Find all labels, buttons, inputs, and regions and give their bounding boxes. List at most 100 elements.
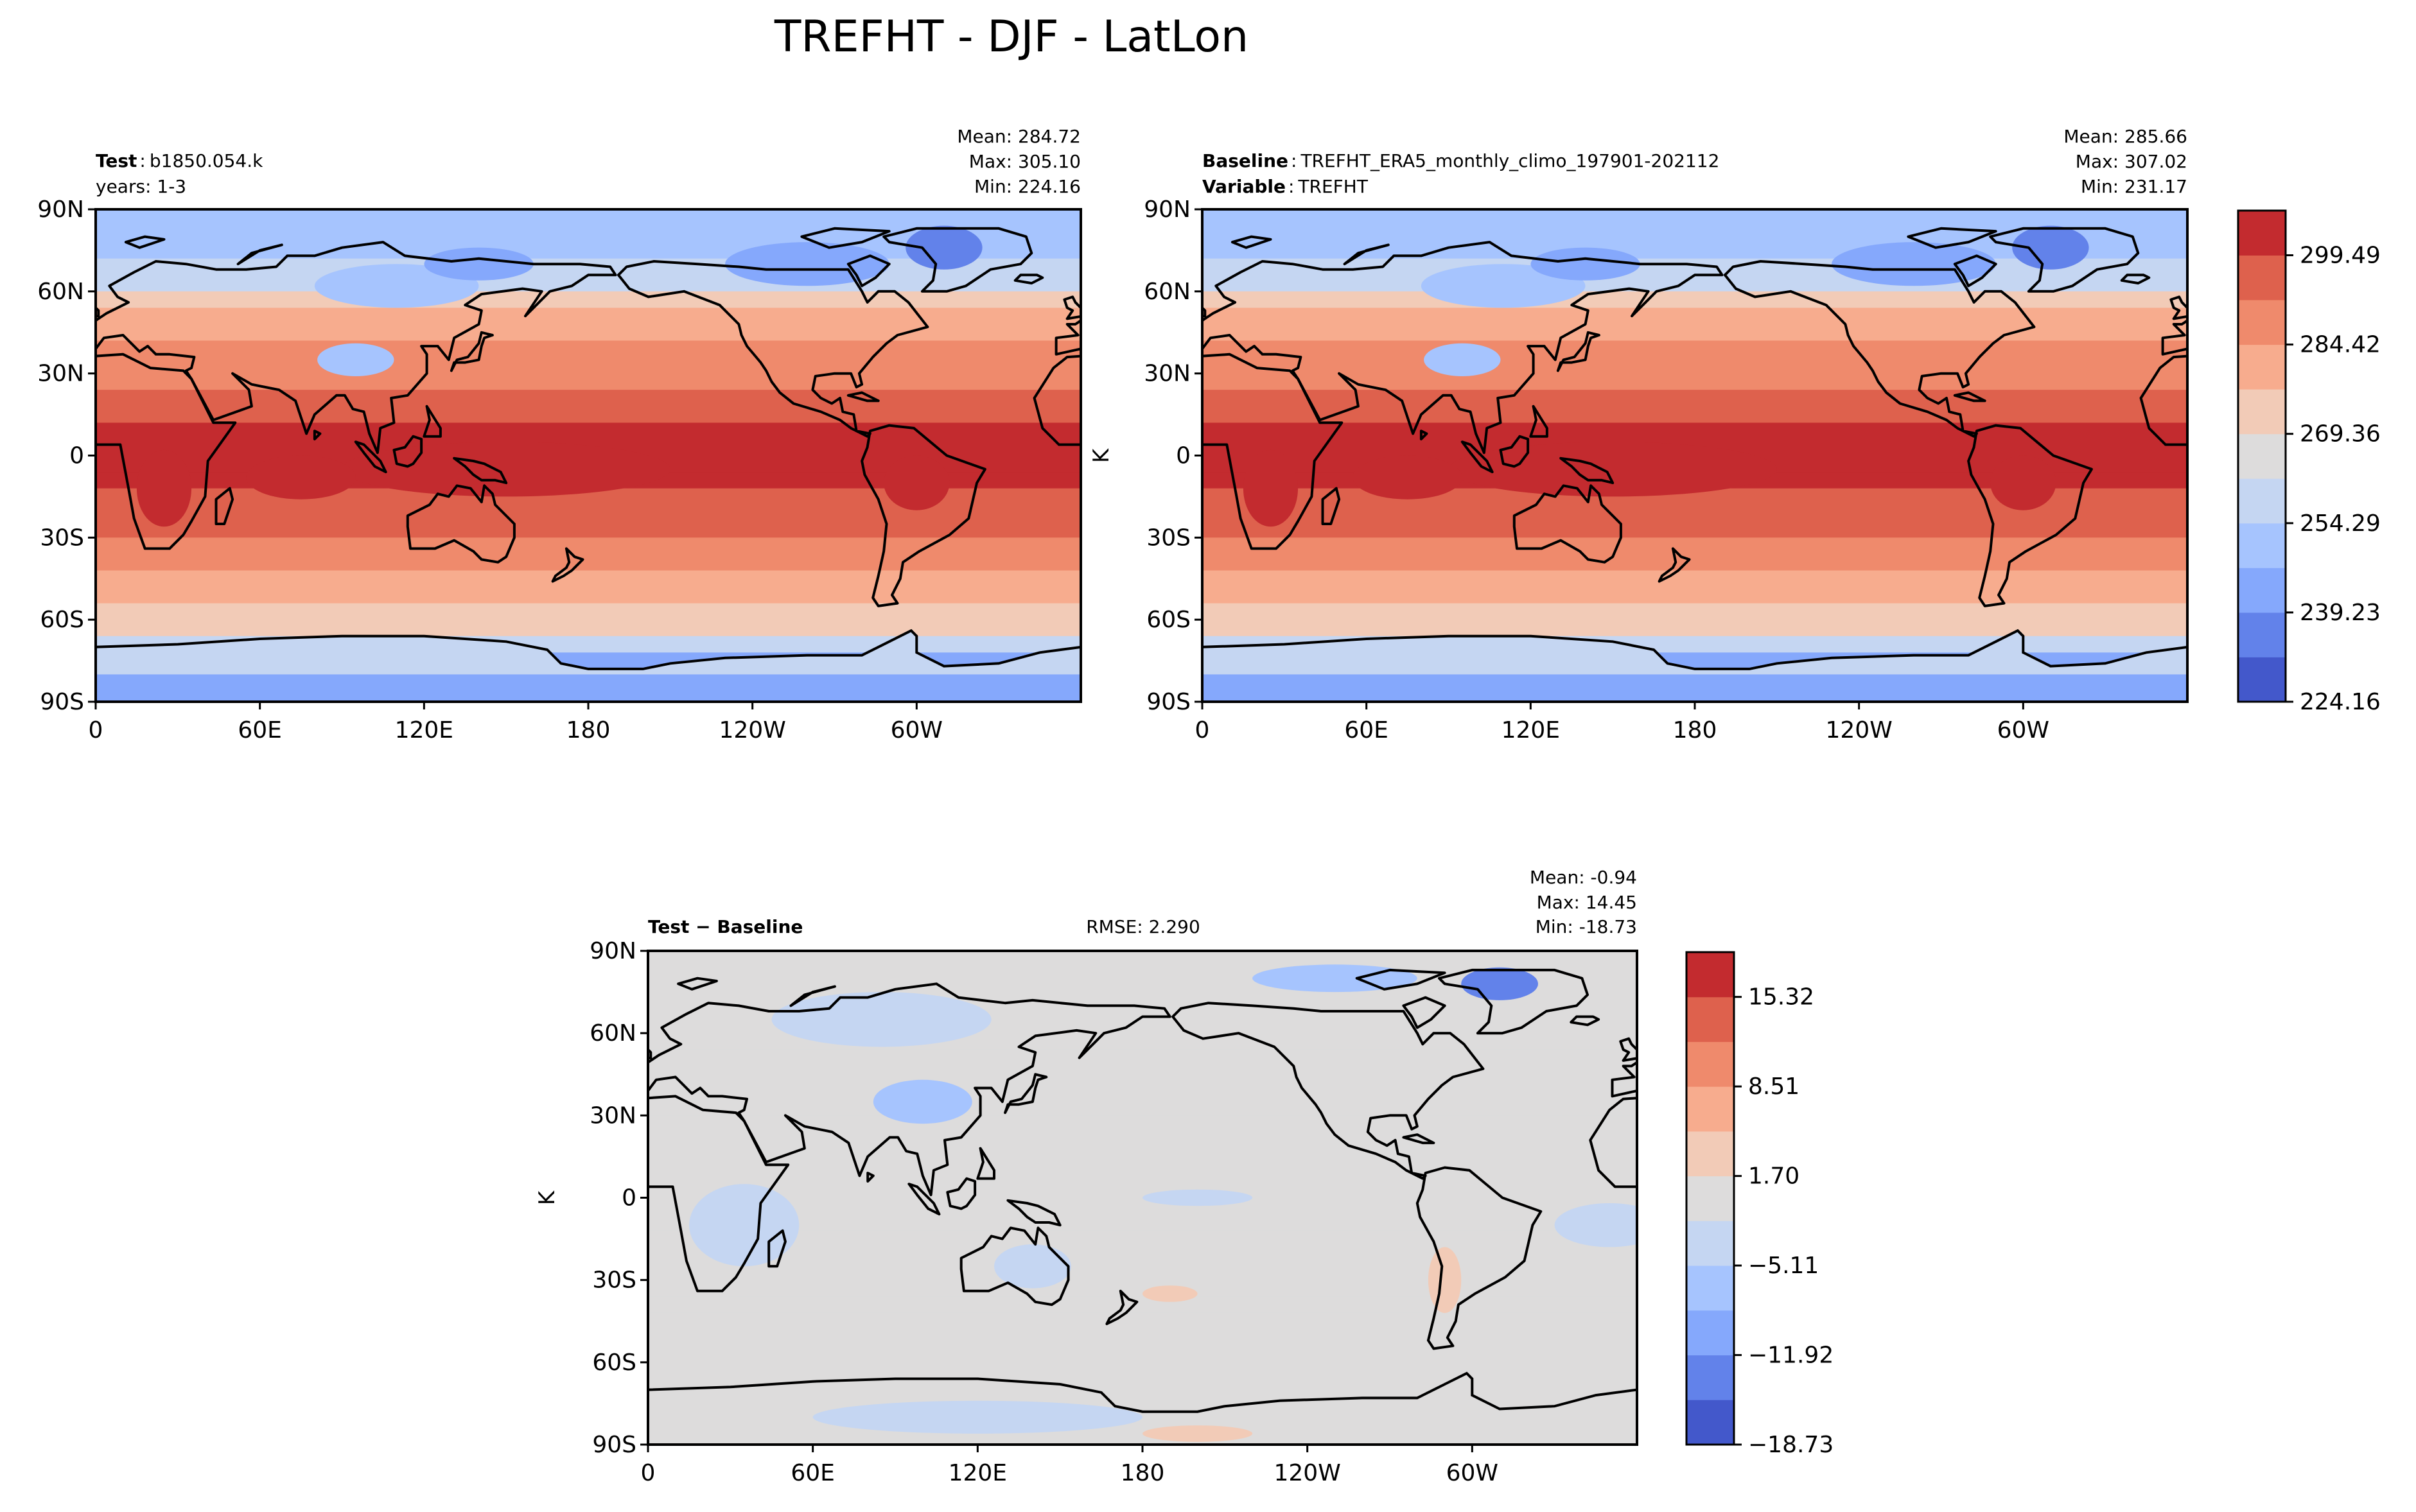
baseline-min: Min: 231.17	[2081, 176, 2187, 197]
diff-rmse: RMSE: 2.290	[1086, 916, 1200, 937]
colorbar-main-swatch	[2238, 211, 2286, 256]
test-coastline-cuba	[846, 391, 880, 403]
diff-xtick-label: 60W	[1446, 1460, 1498, 1486]
test-zonal-band	[96, 553, 1081, 571]
diff-zonal-band	[648, 1264, 1637, 1281]
colorbar-main-tick-label: 224.16	[2300, 689, 2381, 715]
baseline-zonal-band	[1202, 291, 2187, 309]
test-coastline-baffin	[846, 254, 891, 288]
test-coastline-uk	[1063, 295, 1081, 320]
test-xtick-label: 60W	[891, 717, 943, 743]
panel-difference: Test − Baseline RMSE: 2.290 Mean: -0.94 …	[534, 867, 2416, 1486]
diff-zonal-band	[648, 1411, 1637, 1429]
test-coastline-philippines	[423, 404, 442, 438]
baseline-coastline-philippines	[1529, 404, 1548, 438]
baseline-zonal-band	[1202, 422, 2187, 440]
diff-xtick-label: 60E	[791, 1460, 835, 1486]
diff-field-patch	[1142, 1285, 1198, 1302]
diff-coastline-svalbard	[677, 977, 718, 991]
colorbar-main-tick-label: 254.29	[2300, 510, 2381, 537]
diff-zonal-band	[648, 1329, 1637, 1347]
colorbar-main-swatch	[2238, 657, 2286, 702]
diff-zonal-band	[648, 1247, 1637, 1264]
baseline-coastline-greenland	[1989, 227, 2140, 293]
baseline-zonal-band	[1202, 390, 2187, 407]
diff-ytick-label: 60N	[590, 1020, 636, 1047]
baseline-zonal-band	[1202, 373, 2187, 391]
baseline-coastline-antarctica	[1202, 629, 2187, 670]
diff-ytick-label: 0	[622, 1185, 636, 1212]
colorbar-main-tick-label: 269.36	[2300, 421, 2381, 448]
colorbar-main-tick-label: 284.42	[2300, 332, 2381, 358]
baseline-coastline-baffin	[1953, 254, 1997, 288]
colorbar-main-swatch	[2238, 300, 2286, 345]
baseline-xtick-label: 60W	[1997, 717, 2049, 743]
baseline-units-label: K	[1089, 448, 1114, 463]
test-zonal-band	[96, 357, 1081, 374]
colorbar-main-tick-label: 239.23	[2300, 600, 2381, 626]
diff-field-patch	[689, 1184, 800, 1267]
diff-field-patch	[1142, 1189, 1253, 1206]
test-xtick-label: 180	[566, 717, 611, 743]
test-zonal-band	[96, 422, 1081, 440]
diff-field-patch	[812, 1400, 1143, 1434]
test-zonal-band	[96, 324, 1081, 342]
test-antarctica-interior	[96, 674, 1081, 702]
baseline-field-patch	[1424, 343, 1501, 377]
test-xtick-label: 60E	[238, 717, 282, 743]
baseline-zonal-band	[1202, 505, 2187, 522]
colorbar-main-swatch	[2238, 523, 2286, 568]
test-ytick-label: 0	[69, 443, 84, 469]
test-coastline-madagascar	[214, 487, 234, 525]
diff-zonal-band	[648, 1148, 1637, 1166]
test-coastline-iceland	[1013, 274, 1044, 285]
diff-coastline-philippines	[976, 1147, 995, 1180]
baseline-coastline-namerica	[1723, 260, 2036, 438]
colorbar-main-swatch	[2238, 478, 2286, 524]
baseline-coastline-japan	[1556, 331, 1600, 372]
test-zonal-band	[96, 275, 1081, 292]
baseline-coastline-borneo	[1499, 435, 1530, 468]
diff-zonal-band	[648, 1395, 1637, 1412]
colorbar-main-swatch	[2238, 255, 2286, 300]
test-zonal-band	[96, 209, 1081, 227]
baseline-xtick-label: 0	[1195, 717, 1210, 743]
colorbar-diff-tick-label: 15.32	[1748, 984, 1814, 1011]
colorbar-diff: −18.73 −11.92 −5.11 1.70 8.51 15.32	[1685, 951, 1834, 1458]
diff-field-patch	[994, 1244, 1071, 1289]
diff-zonal-band	[648, 1312, 1637, 1330]
diff-coastline-borneo	[946, 1177, 977, 1210]
diff-map-field	[648, 951, 2416, 1445]
test-field-patch	[725, 242, 889, 286]
diff-coastline-iceland	[1570, 1015, 1600, 1027]
test-field-patch	[314, 264, 479, 308]
diff-coastline-borneo	[1936, 1179, 1964, 1209]
diff-ytick-label: 30S	[592, 1267, 636, 1294]
diff-coastline-sumatra	[907, 1183, 941, 1216]
test-max: Max: 305.10	[969, 151, 1081, 172]
test-zonal-band	[96, 537, 1081, 555]
svg-text:Variable:TREFHT: Variable: TREFHT	[1202, 176, 1369, 197]
baseline-coastline-srilanka	[1419, 430, 1428, 440]
colorbar-main-swatch	[2238, 344, 2286, 390]
diff-zonal-band	[648, 1214, 1637, 1231]
svg-text:Test:b1850.054.k: Test: b1850.054.k	[96, 150, 263, 171]
test-zonal-band	[96, 505, 1081, 522]
test-coastline-svalbard	[124, 235, 166, 249]
baseline-zonal-band	[1202, 357, 2187, 374]
diff-coastline-namerica	[1171, 1002, 1485, 1180]
diff-coastline-srilanka	[1857, 1173, 1862, 1181]
diff-coastline-greenland	[1438, 968, 1589, 1035]
test-ytick-label: 90N	[37, 196, 84, 223]
test-axis-ticks: 0 60E 120E 180 120W 60W 90N 60N 30N 0 30S 60S 90S	[37, 196, 943, 743]
diff-zonal-band	[648, 951, 1637, 968]
diff-zonal-band	[648, 1428, 1637, 1445]
diff-zonal-band	[648, 1181, 1637, 1199]
test-map-field	[96, 209, 1081, 702]
baseline-zonal-band	[1202, 603, 2187, 621]
diff-coastline-novaya	[789, 985, 836, 1007]
diff-coastline-baffin	[2392, 998, 2416, 1028]
colorbar-main-swatch	[2238, 389, 2286, 435]
baseline-ytick-label: 90N	[1144, 196, 1191, 223]
baseline-zonal-band	[1202, 521, 2187, 539]
